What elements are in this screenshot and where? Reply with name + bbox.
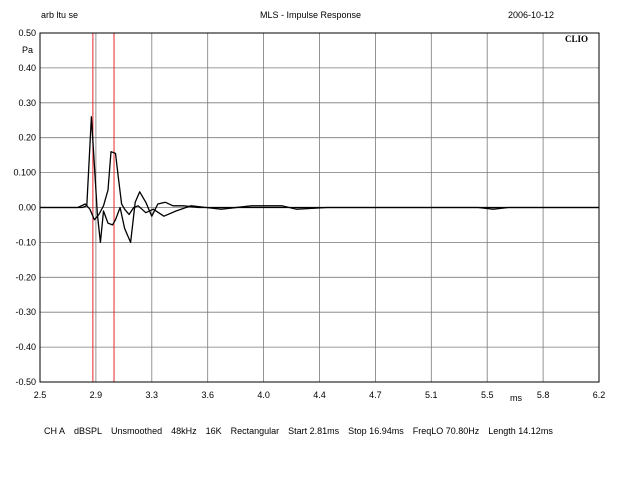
y-tick-label: -0.20 bbox=[15, 272, 36, 282]
footer-item-length: Length 14.12ms bbox=[488, 426, 553, 436]
footer-item-stop: Stop 16.94ms bbox=[348, 426, 404, 436]
cursor-markers bbox=[92, 33, 115, 382]
footer-item-channel: CH A bbox=[44, 426, 66, 436]
footer-item-size: 16K bbox=[205, 426, 222, 436]
footer-item-samplerate: 48kHz bbox=[171, 426, 197, 436]
plot-border bbox=[39, 32, 600, 383]
measurement-settings-footer: CH A dBSPL Unsmoothed 48kHz 16K Rectangular St… bbox=[44, 426, 562, 436]
x-tick-label: 4.4 bbox=[313, 390, 326, 400]
y-tick-label: 0.100 bbox=[13, 168, 36, 178]
series-traces bbox=[40, 116, 599, 244]
x-tick-label: 2.5 bbox=[34, 390, 47, 400]
footer-item-freqlo: FreqLO 70.80Hz bbox=[412, 426, 480, 436]
y-tick-label: -0.30 bbox=[15, 307, 36, 317]
y-tick-label: 0.30 bbox=[18, 98, 36, 108]
x-axis-label: ms bbox=[510, 393, 522, 403]
date-label: 2006-10-12 bbox=[508, 10, 555, 20]
y-tick-label: 0.20 bbox=[18, 133, 36, 143]
y-tick-label: -0.40 bbox=[15, 342, 36, 352]
x-tick-label: 4.0 bbox=[257, 390, 270, 400]
chart-title: MLS - Impulse Response bbox=[260, 10, 362, 20]
x-tick-label: 3.3 bbox=[146, 390, 159, 400]
x-tick-labels: 2.5 2.9 3.3 3.6 4.0 4.4 4.7 5.1 5.5 5.8 6.2 bbox=[34, 390, 606, 400]
y-tick-label: 0.40 bbox=[18, 63, 36, 73]
x-tick-label: 5.8 bbox=[537, 390, 550, 400]
y-tick-label: -0.10 bbox=[15, 237, 36, 247]
y-axis-label: Pa bbox=[22, 45, 33, 55]
y-tick-labels: 0.50 0.40 0.30 0.20 0.100 0.00 -0.10 -0.20 -0.30… bbox=[13, 28, 36, 387]
x-tick-label: 6.2 bbox=[593, 390, 606, 400]
footer-item-window: Rectangular bbox=[230, 426, 280, 436]
y-tick-label: -0.50 bbox=[15, 377, 36, 387]
grid-lines bbox=[40, 33, 599, 382]
y-tick-label: 0.00 bbox=[18, 203, 36, 213]
x-tick-label: 5.5 bbox=[481, 390, 494, 400]
x-tick-label: 5.1 bbox=[425, 390, 438, 400]
footer-item-smoothing: Unsmoothed bbox=[111, 426, 163, 436]
footer-item-units: dBSPL bbox=[74, 426, 103, 436]
header-left-label: arb ltu se bbox=[41, 10, 79, 20]
x-tick-label: 3.6 bbox=[201, 390, 214, 400]
clio-brand-label: CLIO bbox=[565, 34, 588, 44]
y-tick-label: 0.50 bbox=[18, 28, 36, 38]
x-tick-label: 4.7 bbox=[369, 390, 382, 400]
footer-item-start: Start 2.81ms bbox=[288, 426, 340, 436]
x-tick-label: 2.9 bbox=[90, 390, 103, 400]
plot-frame bbox=[39, 32, 600, 383]
series-line-2 bbox=[40, 151, 599, 221]
